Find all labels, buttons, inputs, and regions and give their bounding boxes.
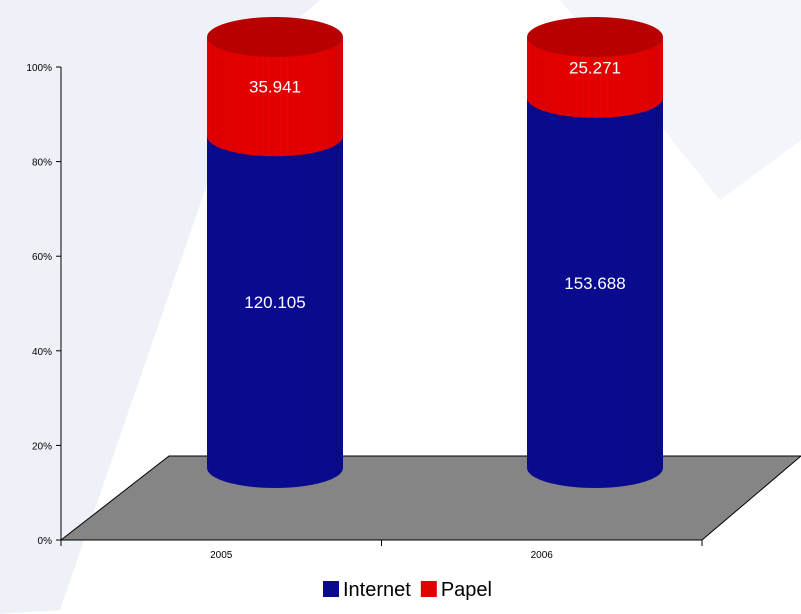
y-tick-label: 80% [32,158,52,169]
legend-label-papel: Papel [441,579,492,601]
data-label-papel-2006: 25.271 [569,58,621,77]
data-label-papel-2005: 35.941 [249,78,301,97]
bar-top-ellipse [207,17,343,57]
bar-segment-papel-2005 [207,17,343,157]
chart-floor [59,455,801,541]
data-label-internet-2006: 153.688 [564,274,625,293]
y-tick-label: 100% [26,63,52,74]
bar-top-ellipse [527,17,663,57]
y-tick-label: 0% [38,536,53,547]
legend-swatch-papel [420,581,437,597]
bar-segment-internet-2006 [527,77,663,488]
y-tick-label: 60% [32,252,52,263]
data-label-internet-2005: 120.105 [244,293,305,312]
x-tick-label: 2005 [210,550,233,561]
y-tick-label: 20% [32,441,52,452]
cylinder-2005 [207,17,343,488]
x-tick-label: 2006 [531,550,554,561]
legend-label-internet: Internet [343,579,411,601]
y-tick-label: 40% [32,347,52,358]
bar-segment-papel-2006 [527,17,663,118]
legend-swatch-internet [323,581,339,597]
background-shape [0,0,320,614]
cylinder-2006 [527,17,663,488]
